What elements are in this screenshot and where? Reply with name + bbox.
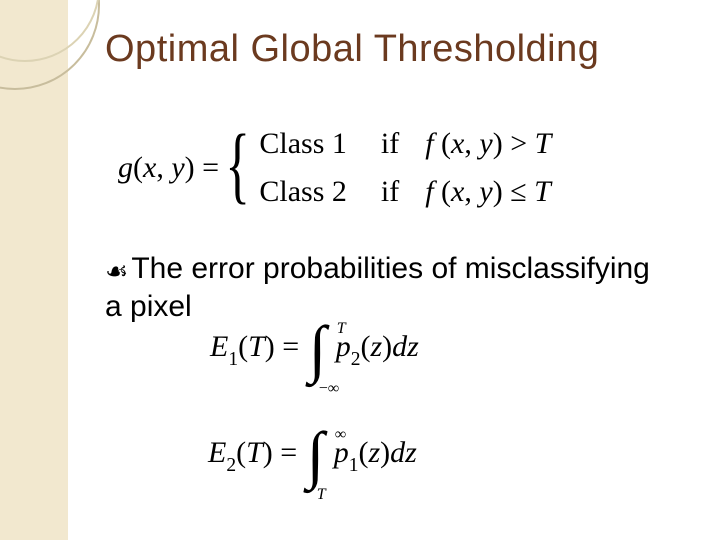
e2-arg: T bbox=[246, 436, 263, 469]
e1-E: E bbox=[210, 330, 228, 363]
bullet-text-rest: error probabilities of misclassifying a … bbox=[105, 252, 650, 323]
e2-upper: ∞ bbox=[335, 426, 346, 444]
case-if: if bbox=[381, 127, 399, 160]
e2-idx: 2 bbox=[226, 455, 236, 476]
e1-z: z bbox=[370, 330, 382, 363]
piecewise-eq: = bbox=[202, 151, 219, 184]
brace-icon: { bbox=[225, 132, 250, 197]
bullet-text-lead: The bbox=[131, 252, 183, 285]
slide-title: Optimal Global Thresholding bbox=[105, 28, 599, 71]
integral-icon: T ∫ −∞ bbox=[309, 330, 327, 368]
e1-arg: T bbox=[248, 330, 265, 363]
e1-dz: dz bbox=[392, 330, 419, 363]
e2-dz: dz bbox=[390, 436, 417, 469]
formula-e2: E2(T) = ∞ ∫ T p1(z)dz bbox=[208, 436, 417, 475]
e1-pidx: 2 bbox=[351, 349, 361, 370]
e1-eq: = bbox=[282, 330, 299, 363]
e2-z: z bbox=[368, 436, 380, 469]
integral-icon: ∞ ∫ T bbox=[307, 436, 325, 474]
case-func: f bbox=[425, 127, 433, 160]
formula-e1: E1(T) = T ∫ −∞ p2(z)dz bbox=[210, 330, 419, 369]
e1-upper: T bbox=[337, 320, 346, 338]
e1-lower: −∞ bbox=[319, 380, 339, 398]
piecewise-lhs-func: g bbox=[118, 151, 133, 184]
case-label: Class 2 bbox=[259, 175, 347, 208]
piecewise-lhs-args: (x, y) bbox=[133, 151, 195, 184]
e2-lower: T bbox=[317, 486, 326, 504]
e1-idx: 1 bbox=[228, 349, 238, 370]
bullet-glyph-icon: ☙ bbox=[105, 257, 128, 286]
piecewise-cases: Class 1iff (x, y) > T Class 2iff (x, y) … bbox=[259, 120, 551, 216]
e2-eq: = bbox=[280, 436, 297, 469]
case-label: Class 1 bbox=[259, 127, 347, 160]
case-op: ≤ bbox=[510, 175, 526, 208]
bullet-misclassification: ☙The error probabilities of misclassifyi… bbox=[105, 250, 655, 325]
formula-piecewise: g(x, y) = { Class 1iff (x, y) > T Class … bbox=[118, 120, 551, 216]
e2-E: E bbox=[208, 436, 226, 469]
case-rhs: T bbox=[534, 175, 551, 208]
case-rhs: T bbox=[535, 127, 552, 160]
piecewise-case-2: Class 2iff (x, y) ≤ T bbox=[259, 168, 551, 216]
case-op: > bbox=[510, 127, 527, 160]
case-if: if bbox=[381, 175, 399, 208]
e2-pidx: 1 bbox=[349, 455, 359, 476]
piecewise-case-1: Class 1iff (x, y) > T bbox=[259, 120, 551, 168]
case-func: f bbox=[425, 175, 433, 208]
